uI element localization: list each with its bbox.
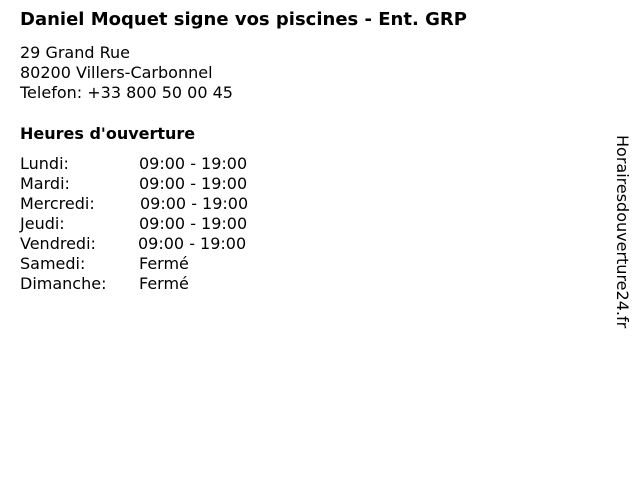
day-label: Jeudi: [20,214,65,233]
hours-row: Samedi: Fermé [20,254,248,274]
hours-row: Vendredi: 09:00 - 19:00 [20,234,248,254]
address-block: 29 Grand Rue 80200 Villers-Carbonnel Tel… [20,43,233,103]
street: 29 Grand Rue [20,43,130,62]
hours-row: Jeudi: 09:00 - 19:00 [20,214,248,234]
hours-row: Mardi: 09:00 - 19:00 [20,174,248,194]
time-value: 09:00 - 19:00 [139,214,248,233]
day-label: Vendredi: [20,234,96,253]
hours-table: Lundi: 09:00 - 19:00 Mardi: 09:00 - 19:00 … [20,154,248,294]
time-value: Fermé [139,254,189,273]
hours-row: Lundi: 09:00 - 19:00 [20,154,248,174]
day-label: Mardi: [20,174,70,193]
hours-heading: Heures d'ouverture [20,124,196,143]
site-watermark: Horairesdouverture24.fr [613,135,632,329]
city: 80200 Villers-Carbonnel [20,63,213,82]
day-label: Dimanche: [20,274,107,293]
day-label: Samedi: [20,254,86,273]
time-value: 09:00 - 19:00 [138,234,247,253]
phone: Telefon: +33 800 50 00 45 [20,83,233,102]
hours-row: Mercredi: 09:00 - 19:00 [20,194,248,214]
time-value: 09:00 - 19:00 [139,174,248,193]
day-label: Mercredi: [20,194,95,213]
time-value: 09:00 - 19:00 [140,194,249,213]
time-value: Fermé [139,274,189,293]
day-label: Lundi: [20,154,69,173]
business-name: Daniel Moquet signe vos piscines - Ent. … [20,9,467,30]
hours-row: Dimanche: Fermé [20,274,248,294]
time-value: 09:00 - 19:00 [139,154,248,173]
